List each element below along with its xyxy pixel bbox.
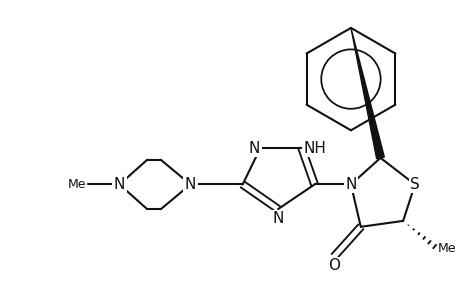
Text: NH: NH (303, 140, 326, 155)
Text: Me: Me (437, 242, 455, 255)
Polygon shape (350, 28, 384, 159)
Text: Me: Me (67, 178, 86, 191)
Text: S: S (409, 177, 419, 192)
Text: N: N (185, 177, 196, 192)
Text: N: N (114, 177, 125, 192)
Text: N: N (272, 211, 283, 226)
Text: N: N (345, 177, 356, 192)
Text: O: O (328, 258, 340, 273)
Text: N: N (248, 140, 260, 155)
